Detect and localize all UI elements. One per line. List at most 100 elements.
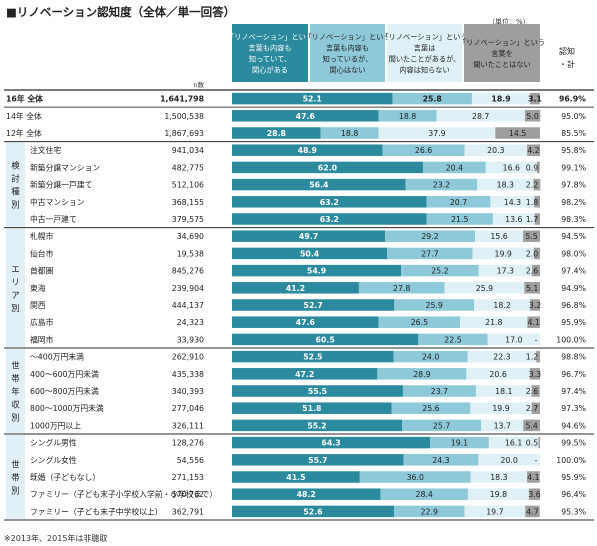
bar-segment	[464, 505, 526, 518]
bar-segment	[466, 368, 530, 380]
bar-value-label: 47.6	[296, 112, 315, 121]
legend-label: 「リノベーション」という	[304, 33, 390, 42]
row-label: 16年 全体	[6, 94, 43, 104]
bar-value-label: 24.0	[422, 353, 439, 362]
row-total: 94.5%	[561, 232, 586, 241]
row-total: 95.9%	[561, 318, 586, 327]
bar-value-label: 25.2	[431, 267, 448, 276]
bar-value-label: 55.5	[308, 387, 327, 396]
row-total: 100.0%	[556, 456, 586, 465]
bar-segment	[530, 92, 540, 105]
bar-segment	[378, 110, 437, 122]
bar-segment	[232, 436, 431, 449]
bar-segment	[418, 333, 488, 346]
bar-segment	[536, 161, 540, 174]
bar-value-label: 25.9	[476, 284, 493, 293]
bar-value-label: 28.9	[413, 370, 430, 379]
bar-segment	[527, 316, 540, 328]
group-label-char: ア	[11, 291, 20, 301]
row-total: 94.6%	[561, 421, 586, 430]
bar-segment	[477, 178, 534, 191]
row-total: 96.7%	[561, 370, 586, 379]
bar-value-label: 28.7	[472, 112, 489, 121]
row-total: 96.4%	[561, 490, 586, 499]
row-n: 19,538	[177, 249, 204, 258]
row-n: 277,046	[172, 404, 204, 413]
row-n: 239,904	[172, 284, 204, 293]
row-label: 新築分譲一戸建て	[30, 180, 92, 190]
bar-value-label: 4.1	[527, 318, 539, 327]
bar-value-label: 41.2	[286, 284, 305, 293]
row-n: 128,276	[172, 439, 204, 448]
bar-value-label: 18.2	[493, 301, 510, 310]
bar-segment	[533, 178, 541, 191]
bar-value-label: 25.6	[422, 404, 439, 413]
bar-segment	[492, 213, 535, 225]
bar-segment	[531, 402, 540, 414]
bar-segment	[470, 471, 528, 483]
group-label-char: 収	[11, 400, 20, 411]
bar-segment	[232, 368, 378, 380]
bar-segment	[320, 127, 379, 139]
row-n: 368,155	[172, 198, 204, 207]
bar-segment	[481, 419, 524, 432]
row-n: 271,153	[172, 473, 204, 482]
row-total: 97.4%	[561, 267, 586, 276]
bar-value-label: 16.1	[505, 439, 522, 448]
group-label-char: 年	[11, 387, 20, 398]
row-label: 東海	[30, 283, 46, 293]
bar-value-label: 13.6	[505, 215, 522, 224]
row-n: 482,775	[172, 163, 204, 172]
bar-segment	[525, 505, 540, 518]
bar-segment	[534, 213, 540, 225]
bar-segment	[536, 350, 540, 363]
row-label: ファミリー（子ども末子中学校以上）	[30, 506, 163, 516]
group-label-char: 討	[11, 174, 20, 185]
row-label: 広島市	[30, 317, 54, 327]
bar-value-label: 18.8	[341, 129, 358, 138]
row-n: 444,137	[172, 301, 204, 310]
row-total: 98.2%	[561, 198, 586, 207]
row-label: 既婚（子どもなし）	[30, 472, 100, 482]
bar-segment	[534, 196, 540, 208]
row-label: シングル男性	[30, 438, 77, 448]
bar-value-label: 52.5	[303, 353, 322, 362]
bar-segment	[426, 213, 493, 225]
bar-segment	[232, 471, 360, 483]
row-label: 首都圏	[30, 266, 54, 276]
bar-value-label: 2.6	[526, 267, 538, 276]
bar-value-label: 2.7	[526, 404, 538, 413]
row-label: 福岡市	[30, 334, 54, 344]
bar-value-label: 54.9	[307, 267, 326, 276]
bar-segment	[358, 282, 445, 294]
bar-value-label: 14.5	[509, 129, 526, 138]
footnote: ※2013年、2015年は非聴取	[4, 534, 108, 543]
bar-segment	[378, 316, 461, 328]
bar-segment	[232, 110, 379, 122]
bar-segment	[393, 350, 468, 363]
group-label-char: 世	[11, 361, 20, 372]
row-label: 14年 全体	[6, 111, 42, 121]
bar-segment	[232, 316, 379, 328]
bar-segment	[436, 110, 525, 122]
row-total: 97.8%	[561, 181, 586, 190]
row-total: 95.3%	[561, 507, 586, 516]
row-n: 379,575	[172, 215, 204, 224]
n-label: n数	[193, 80, 204, 89]
bar-segment	[485, 161, 537, 174]
bar-value-label: 19.1	[451, 439, 468, 448]
bar-segment	[387, 247, 473, 260]
bar-segment	[392, 92, 472, 105]
row-total: 100.0%	[556, 335, 586, 344]
bar-segment	[530, 299, 540, 311]
bar-segment	[232, 213, 427, 225]
bar-segment	[475, 385, 532, 397]
bar-value-label: 22.3	[493, 353, 510, 362]
bar-value-label: 18.1	[495, 387, 512, 396]
bar-value-label: 51.8	[302, 404, 321, 413]
bar-segment	[531, 385, 540, 397]
group-label-char: エ	[11, 265, 20, 275]
bar-value-label: 19.9	[492, 404, 509, 413]
bar-segment	[527, 144, 540, 156]
